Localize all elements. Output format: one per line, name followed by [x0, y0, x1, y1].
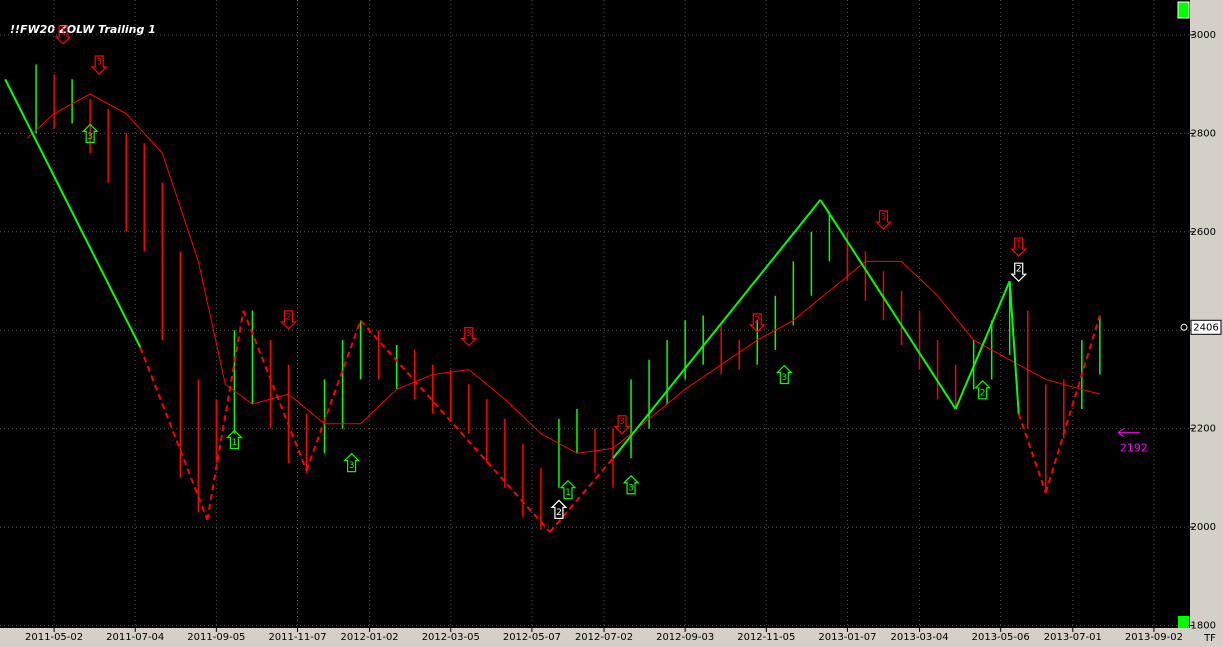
x-tick-label: 2012-09-03: [656, 632, 714, 643]
signal-arrow: [460, 327, 478, 347]
x-tick-label: 2011-05-02: [25, 632, 83, 643]
zigzag-segment: [819, 199, 957, 410]
signal-label: 1: [60, 27, 66, 37]
signal-label: 3: [466, 329, 472, 339]
signal-arrow: [225, 429, 243, 450]
x-tick-label: 2013-07-01: [1044, 632, 1102, 643]
signal-label: 1: [232, 438, 238, 448]
y-tick-label: 2600: [1191, 227, 1216, 238]
y-tick-label: 2800: [1191, 128, 1216, 139]
x-tick-label: 2011-11-07: [268, 632, 326, 643]
signal-label: 2: [1016, 265, 1022, 275]
signal-label: 1: [565, 488, 571, 498]
x-tick-label: 2013-09-02: [1125, 632, 1183, 643]
x-tick-label: 2013-03-04: [890, 632, 948, 643]
zigzag-segment: [359, 319, 551, 533]
zigzag-segment: [549, 457, 614, 533]
bottom-scroll-box[interactable]: [1178, 616, 1189, 628]
signal-label: 3: [781, 373, 787, 383]
x-tick-label: 2013-01-07: [818, 632, 876, 643]
zigzag-segment: [242, 310, 308, 471]
x-tick-label: 2012-03-05: [422, 632, 480, 643]
signal-label: 3: [619, 417, 625, 427]
x-tick-label: 2011-07-04: [106, 632, 164, 643]
x-tick-label: 2012-11-05: [737, 632, 795, 643]
zigzag-segment: [1044, 315, 1101, 493]
last-price-label: 2406: [1193, 322, 1218, 333]
y-tick-label: 2200: [1191, 424, 1216, 435]
signal-arrow: [748, 313, 766, 333]
signal-arrow: [1010, 262, 1028, 283]
signal-label: 3: [881, 212, 887, 222]
signal-label: 3: [96, 57, 102, 67]
x-tick-label: 2012-07-02: [575, 632, 633, 643]
signal-arrow: [974, 379, 992, 400]
signal-arrow: [343, 452, 361, 473]
signal-arrow: [280, 310, 297, 330]
last-price-box: [1190, 319, 1222, 335]
signal-arrow: [54, 25, 72, 45]
signal-arrow: [81, 123, 99, 143]
signal-label: 2: [754, 315, 760, 325]
signal-arrow: [559, 479, 577, 500]
signal-arrow: [1010, 237, 1028, 257]
signal-label: 2: [286, 312, 292, 322]
y-tick-label: 2000: [1191, 522, 1216, 533]
signal-arrow: [613, 415, 631, 435]
x-tick-label: 2011-09-05: [187, 632, 245, 643]
x-tick-label: 2013-05-06: [972, 632, 1030, 643]
signal-arrow: [622, 474, 640, 495]
zigzag-segment: [954, 280, 1011, 410]
x-axis-panel: [0, 628, 1223, 647]
signal-label: 3: [87, 132, 93, 142]
zigzag-segment: [1017, 413, 1047, 493]
zigzag-segment: [1008, 280, 1020, 414]
signal-arrow: [775, 364, 793, 385]
price-marker-arrow: [1117, 428, 1140, 438]
zigzag-segment: [139, 347, 209, 521]
signal-label: 2: [556, 508, 562, 518]
signal-arrow: [90, 55, 108, 75]
signal-arrow: [550, 499, 568, 519]
signal-label: 1: [1016, 240, 1022, 250]
price-marker-label: 2192: [1120, 442, 1148, 455]
signal-arrow: [875, 210, 892, 230]
signal-label: 3: [349, 461, 355, 471]
last-price-dot: [1180, 323, 1188, 331]
zigzag-segment: [206, 310, 245, 520]
zigzag-segment: [4, 78, 142, 348]
x-tick-label: 2012-05-07: [503, 632, 561, 643]
signal-label: 2: [980, 388, 986, 398]
moving-average-line: [26, 93, 1100, 454]
signal-label: 3: [628, 483, 634, 493]
timeframe-label[interactable]: TF: [1203, 633, 1216, 644]
x-tick-label: 2012-01-02: [341, 632, 399, 643]
y-tick-label: 1800: [1191, 621, 1216, 632]
top-scroll-box[interactable]: [1177, 1, 1190, 19]
zigzag-segment: [305, 320, 362, 471]
zigzag-segment: [612, 199, 822, 459]
chart-title: !!FW20 ZOLW Trailing 1: [10, 23, 156, 36]
y-tick-label: 3000: [1191, 30, 1216, 41]
